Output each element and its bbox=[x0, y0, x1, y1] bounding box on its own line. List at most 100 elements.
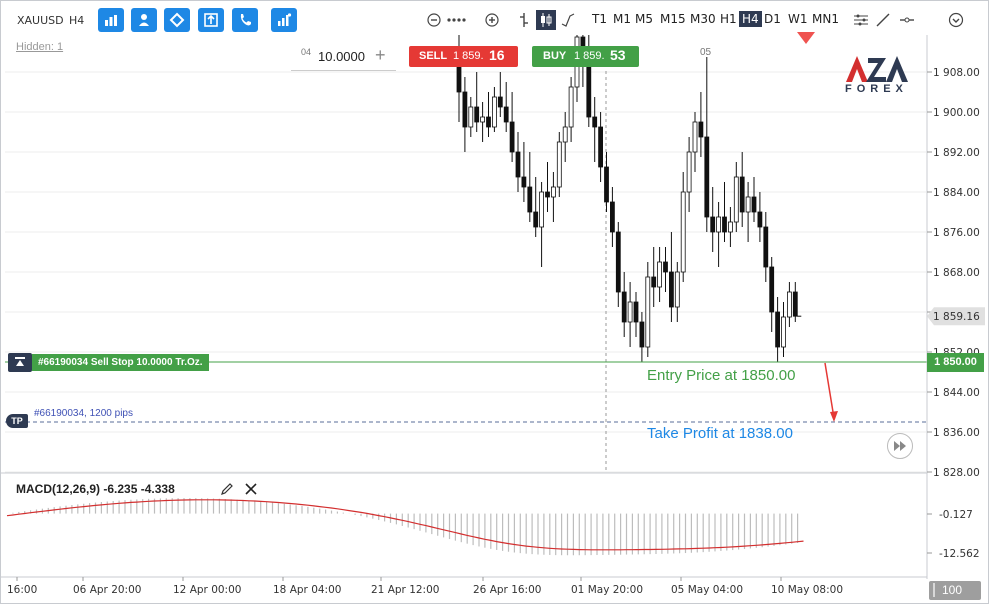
zoom-in-icon[interactable] bbox=[485, 13, 499, 27]
candle-body bbox=[787, 291, 792, 318]
candle bbox=[598, 112, 603, 182]
candle bbox=[627, 282, 633, 347]
tf-m5[interactable]: M5 bbox=[635, 12, 653, 26]
tf-w1[interactable]: W1 bbox=[788, 12, 808, 26]
candle-body bbox=[692, 121, 698, 153]
zoom-level-text: 100 bbox=[942, 583, 963, 597]
candle bbox=[604, 152, 609, 212]
candle bbox=[745, 182, 751, 242]
tp-order-label[interactable]: #66190034, 1200 pips bbox=[34, 408, 133, 419]
sell-button[interactable]: SELL 1 859. 16 bbox=[409, 46, 518, 67]
draw-lines-icon[interactable] bbox=[853, 13, 869, 27]
candle bbox=[674, 262, 680, 322]
candle bbox=[739, 152, 745, 227]
candle bbox=[775, 297, 780, 362]
time-marker-label: 05 bbox=[700, 47, 712, 58]
entry-annotation: Entry Price at 1850.00 bbox=[647, 367, 796, 384]
candle bbox=[722, 182, 727, 242]
candle bbox=[556, 132, 562, 197]
symbol-label[interactable]: XAUUSD bbox=[17, 14, 64, 27]
candle bbox=[521, 142, 527, 202]
candle-body bbox=[503, 106, 509, 123]
hidden-objects-link[interactable]: Hidden: 1 bbox=[16, 41, 64, 53]
candlestick-type-icon[interactable] bbox=[536, 10, 556, 30]
more-dots-icon[interactable] bbox=[447, 18, 467, 22]
candle-body bbox=[686, 151, 692, 193]
tf-h4[interactable]: H4 bbox=[739, 11, 762, 27]
tf-m1[interactable]: M1 bbox=[613, 12, 631, 26]
candle bbox=[716, 202, 721, 267]
candle-body bbox=[621, 291, 627, 323]
buy-price-main: 1 859. bbox=[574, 50, 605, 62]
sell-price-big: 16 bbox=[489, 47, 505, 63]
candle-body bbox=[680, 191, 686, 273]
scroll-to-end-button[interactable] bbox=[887, 433, 913, 459]
aza-logo-mark bbox=[846, 56, 908, 82]
candle bbox=[686, 137, 692, 212]
tp-badge[interactable]: TP bbox=[6, 414, 28, 428]
price-tick-label: 1 828.00 bbox=[933, 467, 980, 479]
candle-body bbox=[751, 196, 757, 213]
price-tick-label: 1 844.00 bbox=[933, 387, 980, 399]
export-icon[interactable] bbox=[198, 8, 224, 32]
buy-button[interactable]: BUY 1 859. 53 bbox=[532, 46, 639, 67]
candle-body bbox=[615, 231, 621, 293]
lot-prefix: 04 bbox=[301, 47, 312, 57]
candle bbox=[639, 312, 645, 362]
candle bbox=[497, 72, 503, 117]
lot-plus-icon[interactable]: + bbox=[375, 45, 386, 65]
close-icon[interactable] bbox=[244, 482, 258, 496]
timeframe-label[interactable]: H4 bbox=[69, 14, 85, 27]
phone-icon[interactable] bbox=[232, 8, 258, 32]
candle-body bbox=[728, 221, 733, 233]
signals-icon[interactable] bbox=[271, 8, 297, 32]
person-icon[interactable] bbox=[131, 8, 157, 32]
candle bbox=[468, 97, 474, 137]
tf-m15[interactable]: M15 bbox=[660, 12, 686, 26]
tf-t1[interactable]: T1 bbox=[592, 12, 607, 26]
zoom-level-box[interactable]: 100 bbox=[929, 581, 981, 600]
candle bbox=[680, 172, 686, 282]
tf-h1[interactable]: H1 bbox=[720, 12, 737, 26]
candle-body bbox=[739, 176, 745, 213]
chevron-down-icon[interactable] bbox=[948, 12, 964, 28]
candle bbox=[615, 222, 621, 307]
candle bbox=[527, 152, 533, 222]
trendline-icon[interactable] bbox=[875, 12, 891, 28]
candle bbox=[698, 92, 704, 157]
candle-body bbox=[551, 186, 556, 198]
candle bbox=[728, 207, 733, 247]
candle-body bbox=[645, 276, 651, 348]
pencil-icon[interactable] bbox=[220, 482, 234, 496]
candle bbox=[551, 172, 556, 222]
candle-body bbox=[792, 291, 798, 317]
sell-stop-order-label[interactable]: #66190034 Sell Stop 10.0000 Tr.Oz. bbox=[32, 354, 209, 371]
price-tick-label: 1 876.00 bbox=[933, 227, 980, 239]
candle bbox=[533, 177, 539, 237]
time-tick-label: 05 May 04:00 bbox=[671, 584, 743, 596]
candle bbox=[704, 57, 710, 232]
zoom-out-icon[interactable] bbox=[427, 13, 441, 27]
candle bbox=[651, 247, 657, 307]
macd-signal-line bbox=[6, 499, 804, 551]
tf-mn1[interactable]: MN1 bbox=[812, 12, 839, 26]
candle bbox=[515, 132, 521, 192]
sell-price-main: 1 859. bbox=[453, 50, 484, 62]
candle-body bbox=[497, 96, 503, 108]
candle-body bbox=[722, 216, 727, 233]
candle bbox=[503, 82, 509, 132]
bar-chart-icon[interactable] bbox=[98, 8, 124, 32]
bar-type-icon[interactable] bbox=[519, 12, 529, 28]
sell-stop-handle-icon[interactable] bbox=[8, 353, 32, 372]
line-type-icon[interactable] bbox=[561, 12, 575, 28]
tf-m30[interactable]: M30 bbox=[690, 12, 716, 26]
horizontal-line-icon[interactable] bbox=[899, 12, 915, 28]
arrow-line bbox=[824, 362, 835, 419]
tf-d1[interactable]: D1 bbox=[764, 12, 781, 26]
fast-forward-icon bbox=[894, 441, 906, 451]
candle-body bbox=[515, 151, 521, 178]
diamond-icon[interactable] bbox=[164, 8, 190, 32]
lot-size-input[interactable]: 04 10.0000 + bbox=[291, 43, 396, 71]
